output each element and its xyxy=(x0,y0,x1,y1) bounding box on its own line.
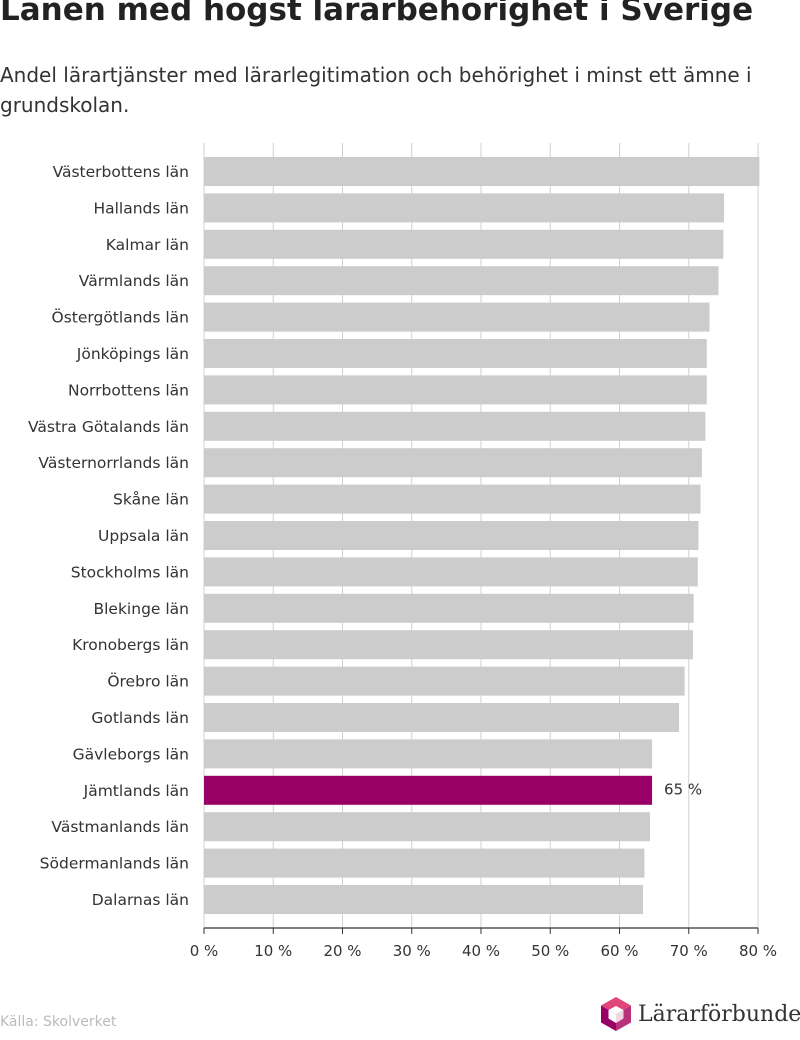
category-label: Dalarnas län xyxy=(92,891,189,909)
bar xyxy=(204,193,725,223)
bar xyxy=(204,484,701,514)
bar xyxy=(204,266,719,296)
bar xyxy=(204,739,653,769)
category-label: Jämtlands län xyxy=(83,782,189,800)
x-axis: 0 % 10 % 20 % 30 % 40 % 50 % 60 % 70 % 80 % xyxy=(190,927,777,960)
bar xyxy=(204,666,685,696)
bar xyxy=(204,229,724,259)
chart-title: Länen med högst lärarbehörighet i Sverig… xyxy=(0,0,754,28)
logo-text: Lärarförbundet xyxy=(638,1001,800,1027)
category-label: Skåne län xyxy=(113,491,189,509)
data-labels: 65 % xyxy=(664,780,702,798)
bar xyxy=(204,775,653,805)
bar xyxy=(204,593,694,623)
data-label: 65 % xyxy=(664,780,702,798)
source-note: Källa: Skolverket xyxy=(0,1014,117,1030)
chart-subtitle: Andel lärartjänster med lärarlegitimatio… xyxy=(0,63,752,117)
category-label: Västernorrlands län xyxy=(38,454,189,472)
category-label: Hallands län xyxy=(93,199,189,217)
category-label: Kalmar län xyxy=(106,236,189,254)
x-tick-label: 40 % xyxy=(462,942,500,960)
bar xyxy=(204,448,702,478)
x-tick-label: 30 % xyxy=(393,942,431,960)
category-label: Norrbottens län xyxy=(68,381,189,399)
x-tick-label: 80 % xyxy=(739,942,777,960)
category-label: Blekinge län xyxy=(93,600,189,618)
x-tick-label: 60 % xyxy=(600,942,638,960)
bar xyxy=(204,302,710,332)
category-label: Gävleborgs län xyxy=(73,745,189,763)
category-label: Värmlands län xyxy=(79,272,189,290)
brand-logo[interactable]: Lärarförbundet xyxy=(600,996,800,1032)
x-tick-label: 70 % xyxy=(670,942,708,960)
x-tick-label: 20 % xyxy=(323,942,361,960)
x-tick-label: 0 % xyxy=(190,942,219,960)
category-label: Västerbottens län xyxy=(53,163,189,181)
category-label: Kronobergs län xyxy=(72,636,189,654)
x-tick-label: 50 % xyxy=(531,942,569,960)
category-label: Västmanlands län xyxy=(51,818,189,836)
category-label: Uppsala län xyxy=(98,527,189,545)
category-label: Stockholms län xyxy=(71,563,189,581)
bar xyxy=(204,848,645,878)
bar xyxy=(204,411,706,441)
bar xyxy=(204,375,707,405)
logo-cube-icon xyxy=(601,997,631,1031)
bar xyxy=(204,812,650,842)
category-label: Gotlands län xyxy=(91,709,189,727)
bar xyxy=(204,557,698,587)
category-labels: Västerbottens län Hallands län Kalmar län V… xyxy=(28,163,189,909)
x-tick-label: 10 % xyxy=(254,942,292,960)
bar xyxy=(204,703,680,732)
category-label: Örebro län xyxy=(107,672,189,691)
bar xyxy=(204,339,707,368)
bar xyxy=(204,630,693,660)
category-label: Västra Götalands län xyxy=(28,418,189,436)
bars xyxy=(204,157,760,914)
category-label: Östergötlands län xyxy=(52,308,190,327)
bar xyxy=(204,521,699,550)
category-label: Jönköpings län xyxy=(76,345,189,363)
category-label: Södermanlands län xyxy=(40,855,189,873)
bar xyxy=(204,885,644,914)
bar xyxy=(204,157,760,186)
